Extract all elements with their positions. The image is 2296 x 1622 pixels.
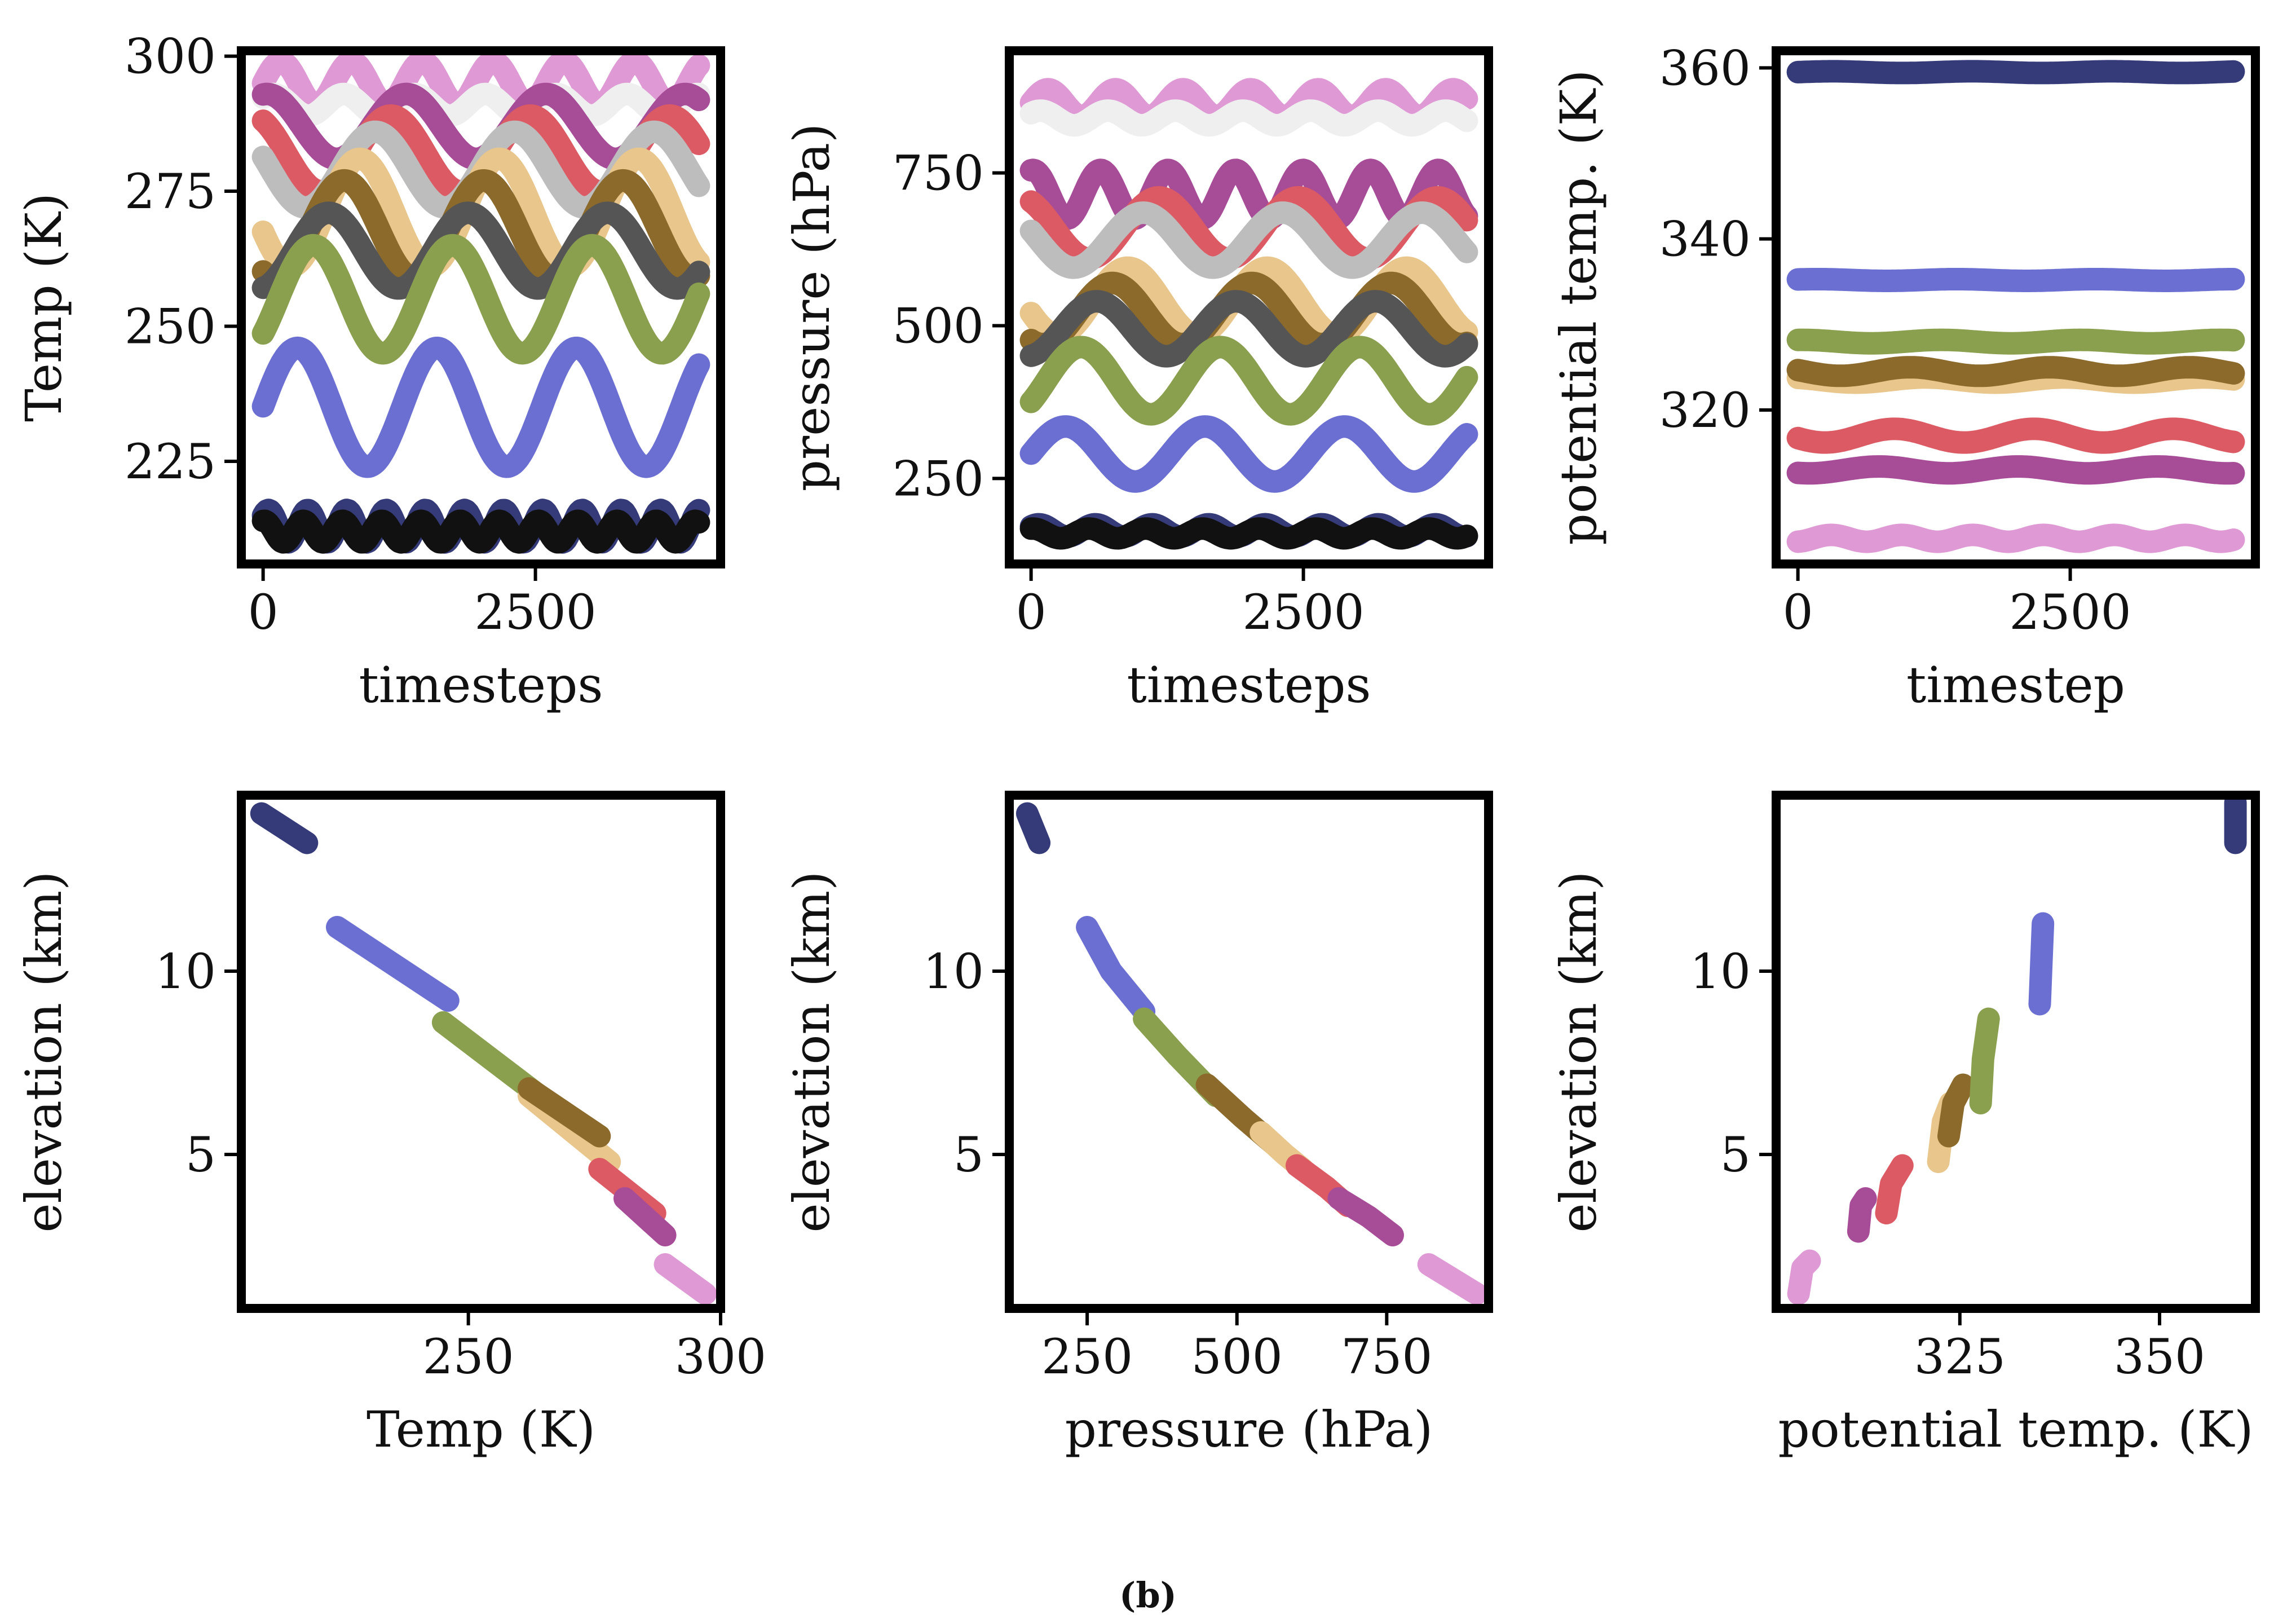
x-tick-label: 250 xyxy=(423,1329,514,1385)
x-axis-label: potential temp. (K) xyxy=(1778,1400,2253,1458)
plot-area xyxy=(1019,78,1478,550)
y-tick-label: 5 xyxy=(186,1127,216,1183)
series-brown xyxy=(1937,1073,1975,1148)
chart-pressure-vs-time: 0 2500 250 500 750 timesteps pressure (hPa) xyxy=(783,46,1493,714)
y-axis-label: elevation (km) xyxy=(15,871,73,1232)
series-white xyxy=(251,82,710,127)
chart-theta-vs-time: 0 2500 320 340 360 timestep potential temp. (K… xyxy=(1549,41,2260,714)
figure-caption: (b) xyxy=(1119,1575,1177,1616)
y-axis-label: potential temp. (K) xyxy=(1549,69,1608,545)
series-navy xyxy=(250,802,319,854)
series-green xyxy=(1969,1007,2000,1114)
y-tick-label: 10 xyxy=(923,944,984,1000)
series-brown xyxy=(518,1077,611,1148)
series-purple xyxy=(1786,455,2245,485)
plot-frame xyxy=(237,46,725,568)
series-pink xyxy=(1786,523,2245,553)
series-red xyxy=(1786,417,2245,454)
x-axis-label: pressure (hPa) xyxy=(1065,1400,1433,1458)
series-blue xyxy=(1019,415,1478,493)
series-white xyxy=(1019,99,1478,137)
series-purple xyxy=(613,1187,677,1246)
y-tick-label: 320 xyxy=(1659,383,1751,439)
plot-frame xyxy=(1772,46,2260,568)
series-dark-gray xyxy=(251,201,710,300)
plot-area xyxy=(251,51,710,554)
series-pink xyxy=(1417,1253,1488,1305)
series-pink xyxy=(251,51,710,116)
x-tick-label: 2500 xyxy=(1242,585,1364,641)
plot-frame xyxy=(1005,46,1493,568)
series-blue xyxy=(2028,912,2055,1016)
x-tick-label: 0 xyxy=(248,585,279,641)
x-tick-label: 750 xyxy=(1341,1329,1432,1385)
plot-frame xyxy=(1005,791,1493,1313)
x-tick-label: 2500 xyxy=(2009,585,2131,641)
x-axis-label: timestep xyxy=(1906,656,2125,714)
y-axis-label: elevation (km) xyxy=(1549,871,1608,1232)
series-purple xyxy=(1327,1187,1404,1246)
series-brown xyxy=(1019,271,1478,355)
y-tick-label: 250 xyxy=(893,451,984,507)
y-tick-label: 340 xyxy=(1659,212,1751,268)
y-tick-label: 500 xyxy=(893,299,984,355)
series-blue xyxy=(1786,268,2245,292)
plot-frame xyxy=(237,791,725,1313)
y-tick-label: 275 xyxy=(125,164,216,220)
series-blue xyxy=(251,336,710,478)
y-tick-label: 5 xyxy=(953,1127,984,1183)
series-blue xyxy=(1076,916,1156,1023)
series-green xyxy=(1019,336,1478,426)
y-axis-label: Temp (K) xyxy=(15,193,73,422)
series-navy xyxy=(1015,802,1051,854)
y-axis-label: pressure (hPa) xyxy=(783,124,841,492)
chart-elev-vs-pressure: 250 500 750 5 10 pressure (hPa) elevation (km) xyxy=(783,791,1493,1458)
series-red xyxy=(1875,1154,1914,1224)
y-tick-label: 750 xyxy=(893,146,984,202)
plot-area xyxy=(1786,60,2245,553)
y-tick-label: 360 xyxy=(1659,41,1751,96)
series-brown xyxy=(1786,356,2245,387)
series-pink xyxy=(654,1253,717,1305)
series-black xyxy=(251,509,710,554)
x-axis-label: timesteps xyxy=(1127,656,1371,714)
x-axis-label: timesteps xyxy=(359,656,603,714)
x-tick-label: 350 xyxy=(2114,1329,2205,1385)
chart-temp-vs-time: 0 2500 225 250 275 300 timesteps Temp (K) xyxy=(15,29,725,714)
y-tick-label: 250 xyxy=(125,299,216,355)
series-pink xyxy=(1787,1249,1821,1305)
x-tick-label: 300 xyxy=(675,1329,766,1385)
series-black xyxy=(1019,517,1478,550)
plot-area xyxy=(1787,795,2247,1305)
y-tick-label: 225 xyxy=(125,434,216,490)
x-tick-label: 2500 xyxy=(474,585,596,641)
plot-frame xyxy=(1772,791,2260,1313)
series-dark-gray xyxy=(1019,290,1478,368)
series-navy xyxy=(1786,60,2245,85)
chart-elev-vs-theta: 325 350 5 10 potential temp. (K) elevation (k… xyxy=(1549,791,2260,1458)
x-tick-label: 325 xyxy=(1914,1329,2006,1385)
y-tick-label: 10 xyxy=(1690,944,1751,1000)
y-tick-label: 300 xyxy=(125,29,216,85)
series-green xyxy=(1786,328,2245,355)
x-tick-label: 0 xyxy=(1783,585,1813,641)
plot-area xyxy=(250,802,717,1305)
series-brown xyxy=(251,169,710,289)
y-tick-label: 5 xyxy=(1720,1127,1751,1183)
series-pink xyxy=(1019,78,1478,127)
series-purple xyxy=(1847,1187,1877,1243)
plot-area xyxy=(1015,802,1488,1305)
x-axis-label: Temp (K) xyxy=(367,1400,595,1458)
x-tick-label: 250 xyxy=(1041,1329,1133,1385)
y-tick-label: 10 xyxy=(155,944,216,1000)
x-tick-label: 500 xyxy=(1191,1329,1283,1385)
series-green xyxy=(251,233,710,365)
y-axis-label: elevation (km) xyxy=(783,871,841,1232)
series-blue xyxy=(326,916,460,1012)
chart-elev-vs-temp: 250 300 5 10 Temp (K) elevation (km) xyxy=(15,791,766,1458)
series-purple xyxy=(1019,158,1478,230)
x-tick-label: 0 xyxy=(1016,585,1047,641)
series-light-gray xyxy=(1019,201,1478,279)
